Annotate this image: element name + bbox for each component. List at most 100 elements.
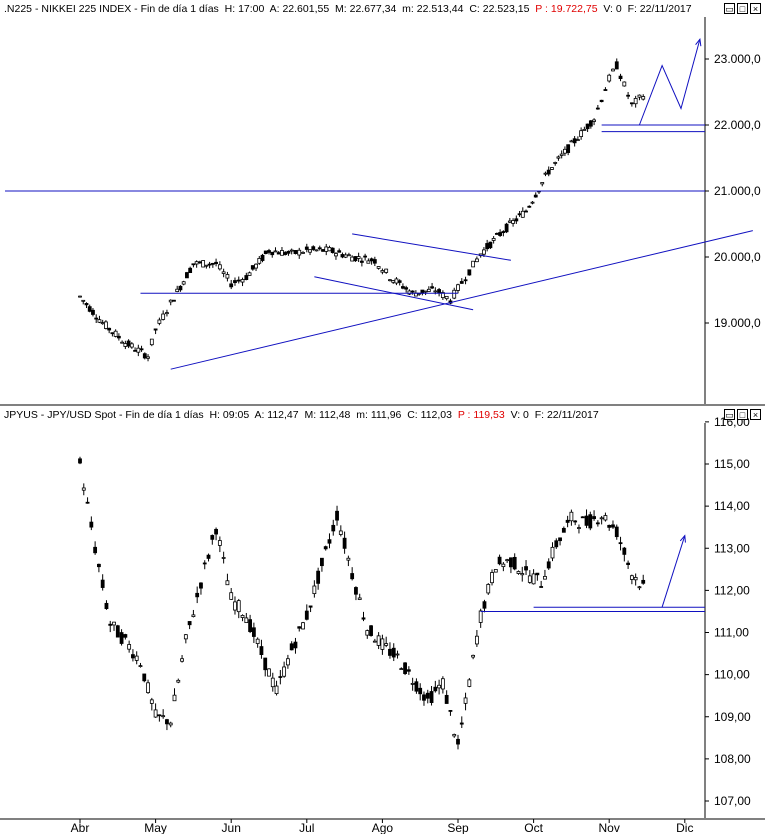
jpy-y-tick-label: 107,00	[714, 794, 751, 808]
nikkei-candle-body	[603, 89, 608, 91]
nikkei-candle-body	[181, 281, 186, 285]
nikkei-trend-line	[170, 230, 753, 370]
nikkei-candle-body	[511, 220, 515, 224]
top-c: C: 22.523,15	[469, 3, 530, 15]
top-mm: m: 22.513,44	[402, 3, 464, 15]
jpy-candle-body	[233, 601, 237, 611]
nikkei-candle-body	[175, 288, 180, 292]
jpy-candle-body	[229, 592, 234, 600]
x-tick-label: Abr	[71, 821, 90, 834]
bottom-symbol: JPYUS	[4, 409, 38, 421]
nikkei-candle-body	[471, 260, 476, 268]
nikkei-candle-body	[520, 210, 525, 218]
jpy-candle-body	[127, 644, 132, 650]
nikkei-candle-body	[563, 148, 567, 154]
nikkei-candle-body	[207, 263, 212, 266]
jpy-y-tick-label: 115,00	[714, 457, 750, 471]
nikkei-candle-body	[543, 172, 548, 175]
jpy-candle-body	[78, 458, 82, 464]
bottom-description: JPY/USD Spot	[47, 409, 117, 421]
nikkei-candle-body	[376, 266, 381, 269]
nikkei-candle-body	[270, 251, 275, 256]
x-tick-label: Oct	[524, 821, 543, 834]
jpy-candle-body	[580, 516, 585, 519]
x-tick-label: May	[144, 821, 167, 834]
jpy-candle-body	[531, 573, 536, 585]
nikkei-candle-body	[153, 328, 158, 331]
jpy-candle-body	[577, 527, 581, 529]
jpy-candle-body	[611, 524, 615, 528]
jpy-candle-body	[119, 632, 124, 644]
jpy-candle-body	[437, 684, 442, 689]
nikkei-candle-body	[572, 138, 577, 144]
jpy-candle-body	[384, 643, 389, 646]
nikkei-candle-body	[388, 279, 392, 282]
jpy-candle-body	[149, 699, 154, 704]
bottom-close-button[interactable]: ×	[750, 409, 761, 420]
nikkei-candle-body	[116, 335, 121, 339]
jpy-candle-body	[142, 673, 147, 682]
nikkei-candle-body	[133, 349, 137, 352]
jpy-candle-body	[607, 524, 612, 528]
jpy-candle-body	[180, 658, 184, 662]
jpy-candle-body	[89, 521, 94, 528]
jpy-candle-body	[146, 682, 150, 694]
jpy-candle-body	[372, 640, 377, 643]
nikkei-candle-body	[569, 140, 574, 143]
nikkei-candle-body	[146, 356, 150, 359]
nikkei-candle-body	[459, 281, 464, 284]
nikkei-candle-body	[585, 123, 590, 130]
jpy-y-tick-label: 110,00	[714, 668, 750, 682]
nikkei-candle-body	[423, 290, 428, 293]
nikkei-candle-body	[622, 81, 627, 87]
jpy-candle-body	[134, 655, 139, 661]
nikkei-candle-body	[225, 274, 230, 279]
nikkei-candle-body	[366, 260, 371, 264]
jpy-candle-body	[165, 719, 169, 725]
nikkei-y-tick-label: 19.000,0	[714, 316, 761, 330]
bottom-maximize-button[interactable]: □	[737, 409, 748, 420]
nikkei-candle-body	[353, 256, 358, 262]
top-close-button[interactable]: ×	[750, 3, 761, 14]
nikkei-candle-body	[347, 254, 351, 257]
jpy-candle-body	[244, 617, 249, 624]
jpy-candle-body	[278, 676, 283, 678]
jpy-candle-body	[297, 626, 302, 629]
nikkei-candle-body	[244, 275, 249, 280]
jpy-candle-body	[285, 658, 290, 666]
jpy-candle-body	[406, 669, 411, 672]
jpy-candle-body	[100, 579, 105, 588]
nikkei-candle-body	[514, 218, 519, 222]
nikkei-candle-body	[350, 256, 355, 262]
nikkei-candle-body	[260, 254, 265, 261]
bottom-restore-button[interactable]: ▭	[724, 409, 735, 420]
jpy-candle-body	[588, 514, 593, 529]
jpy-candle-body	[206, 554, 211, 559]
nikkei-candle-body	[142, 353, 147, 359]
nikkei-candle-body	[94, 317, 99, 320]
bottom-f: F: 22/11/2017	[534, 409, 599, 421]
jpy-candle-body	[509, 557, 513, 568]
jpy-candle-body	[440, 678, 445, 690]
nikkei-candle-body	[553, 162, 558, 164]
nikkei-candle-body	[426, 288, 431, 292]
nikkei-candle-body	[197, 261, 202, 264]
jpy-candle-body	[474, 635, 479, 645]
jpy-candle-body	[270, 677, 275, 688]
nikkei-candle-body	[123, 343, 128, 347]
nikkei-candle-body	[240, 279, 245, 283]
x-tick-label: Ago	[372, 821, 394, 834]
jpy-candle-body	[138, 665, 143, 668]
nikkei-candle-body	[614, 61, 619, 70]
jpy-candle-body	[308, 605, 313, 608]
nikkei-candle-body	[172, 299, 176, 302]
jpy-candle-body	[93, 546, 98, 554]
nikkei-candle-body	[100, 322, 105, 325]
jpy-candle-body	[429, 691, 434, 703]
jpy-candle-body	[399, 668, 404, 671]
top-restore-button[interactable]: ▭	[724, 3, 735, 14]
jpy-candle-body	[115, 625, 120, 638]
top-description: NIKKEI 225 INDEX	[41, 3, 132, 15]
top-maximize-button[interactable]: □	[737, 3, 748, 14]
bottom-panel-header: JPYUS - JPY/USD Spot - Fin de día 1 días…	[4, 409, 599, 421]
